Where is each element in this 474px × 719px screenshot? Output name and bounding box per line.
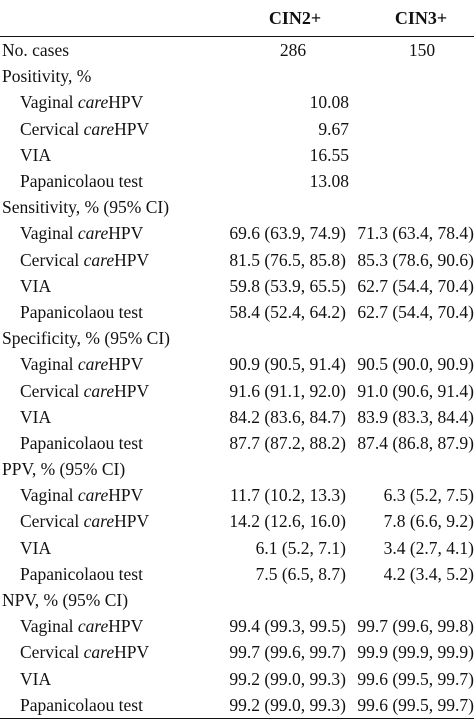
- cin2-value: 99.2 (99.0, 99.3): [229, 668, 346, 689]
- row-label: Vaginal careHPV: [20, 485, 144, 506]
- cin2-value: 69.6 (63.9, 74.9): [229, 223, 346, 244]
- cin3-value: 99.9 (99.9, 99.9): [357, 642, 474, 663]
- cin3-value: 85.3 (78.6, 90.6): [357, 249, 474, 270]
- cin3-value: 87.4 (86.8, 87.9): [357, 432, 474, 453]
- cin2-value: 14.2 (12.6, 16.0): [229, 511, 346, 532]
- row-label: Papanicolaou test: [20, 301, 143, 322]
- sensitivity-row: Cervical careHPV 81.5 (76.5, 85.8) 85.3 …: [0, 247, 474, 273]
- cin2-value: 90.9 (90.5, 91.4): [229, 354, 346, 375]
- row-label: VIA: [20, 144, 52, 165]
- cin2-value: 59.8 (53.9, 65.5): [229, 275, 346, 296]
- specificity-heading: Specificity, % (95% CI): [2, 328, 170, 349]
- cin3-value: 62.7 (54.4, 70.4): [357, 275, 474, 296]
- cin3-value: 4.2 (3.4, 5.2): [383, 563, 474, 584]
- row-label: Vaginal careHPV: [20, 92, 144, 113]
- row-label: VIA: [20, 668, 52, 689]
- cases-cin2: 286: [279, 40, 307, 61]
- row-label: Papanicolaou test: [0, 691, 212, 719]
- section-heading-row: PPV, % (95% CI): [0, 456, 474, 482]
- cin3-value: 99.6 (99.5, 99.7): [357, 668, 474, 689]
- cin2-value: 58.4 (52.4, 64.2): [229, 301, 346, 322]
- npv-row: Vaginal careHPV 99.4 (99.3, 99.5) 99.7 (…: [0, 613, 474, 639]
- npv-row: VIA 99.2 (99.0, 99.3) 99.6 (99.5, 99.7): [0, 666, 474, 692]
- cin2-value: 84.2 (83.6, 84.7): [229, 406, 346, 427]
- cin2-value: 99.2 (99.0, 99.3): [212, 691, 348, 719]
- cin2-value: 99.4 (99.3, 99.5): [229, 616, 346, 637]
- row-label: Vaginal careHPV: [20, 223, 144, 244]
- row-label: Cervical careHPV: [20, 249, 150, 270]
- cin2-value: 6.1 (5.2, 7.1): [255, 537, 346, 558]
- positivity-row: Papanicolaou test 13.08: [0, 168, 474, 194]
- ppv-row: Cervical careHPV 14.2 (12.6, 16.0) 7.8 (…: [0, 508, 474, 534]
- ppv-row: Papanicolaou test 7.5 (6.5, 8.7) 4.2 (3.…: [0, 561, 474, 587]
- row-label: Vaginal careHPV: [20, 354, 144, 375]
- positivity-value: 16.55: [309, 144, 349, 165]
- row-label: Papanicolaou test: [20, 432, 143, 453]
- cin3-value: 71.3 (63.4, 78.4): [357, 223, 474, 244]
- cin3-value: 3.4 (2.7, 4.1): [383, 537, 474, 558]
- section-heading-row: Sensitivity, % (95% CI): [0, 194, 474, 220]
- header-row: CIN2+ CIN3+: [0, 0, 474, 37]
- specificity-row: Papanicolaou test 87.7 (87.2, 88.2) 87.4…: [0, 430, 474, 456]
- cin3-value: 99.7 (99.6, 99.8): [357, 616, 474, 637]
- sensitivity-row: VIA 59.8 (53.9, 65.5) 62.7 (54.4, 70.4): [0, 273, 474, 299]
- sensitivity-row: Papanicolaou test 58.4 (52.4, 64.2) 62.7…: [0, 299, 474, 325]
- cin3-value: 91.0 (90.6, 91.4): [357, 380, 474, 401]
- row-label: Cervical careHPV: [20, 380, 150, 401]
- specificity-row: VIA 84.2 (83.6, 84.7) 83.9 (83.3, 84.4): [0, 404, 474, 430]
- header-blank: [0, 0, 212, 37]
- cin3-value: 83.9 (83.3, 84.4): [357, 406, 474, 427]
- positivity-value: 9.67: [318, 118, 349, 139]
- positivity-row: Vaginal careHPV 10.08: [0, 89, 474, 115]
- header-cin2: CIN2+: [212, 0, 348, 37]
- cin3-value: 90.5 (90.0, 90.9): [357, 354, 474, 375]
- cin2-value: 7.5 (6.5, 8.7): [255, 563, 346, 584]
- cin2-value: 87.7 (87.2, 88.2): [229, 432, 346, 453]
- row-label: Papanicolaou test: [20, 563, 143, 584]
- row-label: VIA: [20, 406, 52, 427]
- row-label: VIA: [20, 537, 52, 558]
- row-label: Cervical careHPV: [20, 511, 150, 532]
- sensitivity-row: Vaginal careHPV 69.6 (63.9, 74.9) 71.3 (…: [0, 220, 474, 246]
- cin3-value: 99.6 (99.5, 99.7): [348, 691, 474, 719]
- ppv-row: VIA 6.1 (5.2, 7.1) 3.4 (2.7, 4.1): [0, 535, 474, 561]
- cin3-value: 6.3 (5.2, 7.5): [383, 485, 474, 506]
- positivity-row: Cervical careHPV 9.67: [0, 116, 474, 142]
- cin2-value: 81.5 (76.5, 85.8): [229, 249, 346, 270]
- section-heading-row: Specificity, % (95% CI): [0, 325, 474, 351]
- positivity-row: VIA 16.55: [0, 142, 474, 168]
- cases-label: No. cases: [2, 40, 70, 61]
- cases-cin3: 150: [408, 40, 436, 61]
- npv-row: Papanicolaou test 99.2 (99.0, 99.3) 99.6…: [0, 691, 474, 719]
- cin3-value: 62.7 (54.4, 70.4): [357, 301, 474, 322]
- positivity-value: 10.08: [309, 92, 349, 113]
- row-label: Papanicolaou test: [20, 171, 143, 192]
- cin2-value: 91.6 (91.1, 92.0): [229, 380, 346, 401]
- row-label: Cervical careHPV: [20, 642, 150, 663]
- specificity-row: Vaginal careHPV 90.9 (90.5, 91.4) 90.5 (…: [0, 351, 474, 377]
- cases-row: No. cases 286 150: [0, 37, 474, 64]
- positivity-heading: Positivity, %: [2, 66, 92, 87]
- cin2-value: 11.7 (10.2, 13.3): [229, 485, 346, 506]
- sensitivity-heading: Sensitivity, % (95% CI): [2, 197, 170, 218]
- specificity-row: Cervical careHPV 91.6 (91.1, 92.0) 91.0 …: [0, 377, 474, 403]
- section-heading-row: NPV, % (95% CI): [0, 587, 474, 613]
- header-cin3: CIN3+: [348, 0, 474, 37]
- ppv-row: Vaginal careHPV 11.7 (10.2, 13.3) 6.3 (5…: [0, 482, 474, 508]
- row-label: VIA: [20, 275, 52, 296]
- npv-row: Cervical careHPV 99.7 (99.6, 99.7) 99.9 …: [0, 639, 474, 665]
- ppv-heading: PPV, % (95% CI): [2, 459, 126, 480]
- section-heading-row: Positivity, %: [0, 63, 474, 89]
- row-label: Cervical careHPV: [20, 118, 150, 139]
- cin2-value: 99.7 (99.6, 99.7): [229, 642, 346, 663]
- cin3-value: 7.8 (6.6, 9.2): [383, 511, 474, 532]
- row-label: Vaginal careHPV: [20, 616, 144, 637]
- positivity-value: 13.08: [309, 171, 349, 192]
- npv-heading: NPV, % (95% CI): [2, 590, 129, 611]
